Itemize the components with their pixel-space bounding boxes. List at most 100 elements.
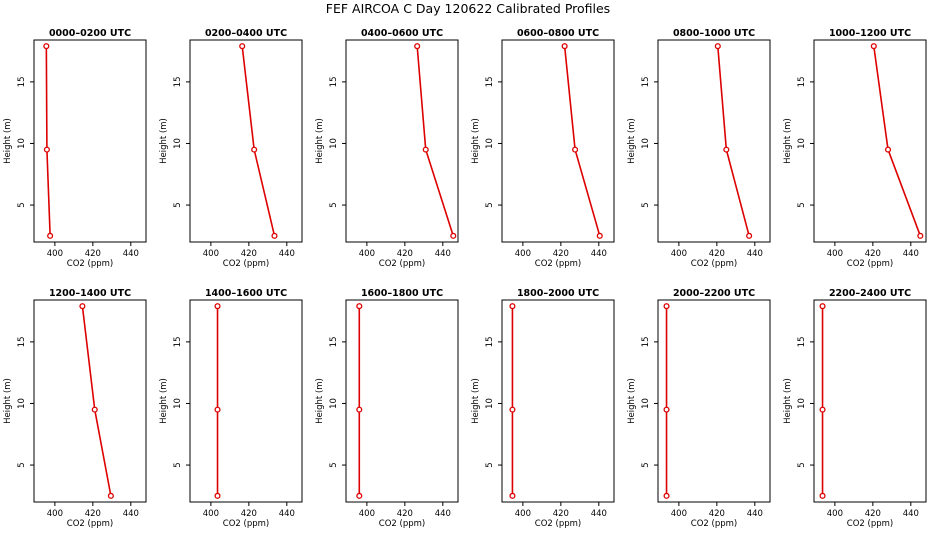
y-tick-label: 10 xyxy=(329,138,339,149)
y-tick-label: 10 xyxy=(485,138,495,149)
plot-frame xyxy=(813,39,927,243)
y-tick-label: 5 xyxy=(641,462,651,467)
x-axis-label: CO2 (ppm) xyxy=(67,519,113,529)
x-tick-label: 400 xyxy=(47,249,63,259)
y-tick-label: 15 xyxy=(17,76,27,87)
x-tick-label: 440 xyxy=(591,509,607,519)
x-tick-label: 440 xyxy=(747,249,763,259)
y-tick-label: 15 xyxy=(329,336,339,347)
x-tick-label: 440 xyxy=(279,509,295,519)
panel-title: 1800–2000 UTC xyxy=(517,288,599,299)
y-tick-label: 15 xyxy=(797,76,807,87)
plot-frame xyxy=(33,299,147,503)
profile-panel: 0400–0600 UTC 400 420 440 5 10 15 CO2 (ppm) Heig… xyxy=(315,28,459,269)
data-point xyxy=(414,43,421,50)
data-point xyxy=(422,146,429,153)
profile-panel: 0200–0400 UTC 400 420 440 5 10 15 CO2 (ppm) Heig… xyxy=(159,28,303,269)
data-point xyxy=(356,406,363,413)
profile-line xyxy=(716,46,750,237)
y-tick-label: 5 xyxy=(329,202,339,207)
y-axis-label: Height (m) xyxy=(471,118,481,164)
panel-title: 0200–0400 UTC xyxy=(205,28,287,39)
x-tick-label: 420 xyxy=(397,509,413,519)
plot-frame xyxy=(33,39,147,243)
x-tick-label: 440 xyxy=(435,509,451,519)
panel-title: 2000–2200 UTC xyxy=(673,288,755,299)
profile-line xyxy=(81,306,112,496)
data-point xyxy=(43,146,50,153)
data-point xyxy=(714,43,721,50)
profile-panel: 1800–2000 UTC 400 420 440 5 10 15 CO2 (ppm) Heig… xyxy=(471,288,615,529)
profile-panel: 1200–1400 UTC 400 420 440 5 10 15 CO2 (ppm) Heig… xyxy=(3,288,147,529)
y-tick-label: 15 xyxy=(641,336,651,347)
data-point xyxy=(819,406,826,413)
x-tick-label: 440 xyxy=(123,509,139,519)
profile-panel: 0000–0200 UTC 400 420 440 5 10 15 CO2 (ppm) Heig… xyxy=(3,28,147,269)
x-tick-label: 440 xyxy=(435,249,451,259)
data-point xyxy=(43,43,50,50)
data-point xyxy=(47,232,54,239)
panel-title: 1200–1400 UTC xyxy=(49,288,131,299)
y-axis-label: Height (m) xyxy=(315,118,325,164)
plot-frame xyxy=(189,39,303,243)
y-tick-label: 10 xyxy=(329,398,339,409)
y-tick-label: 15 xyxy=(17,336,27,347)
x-tick-label: 400 xyxy=(359,249,375,259)
x-tick-label: 400 xyxy=(359,509,375,519)
data-point xyxy=(91,406,98,413)
y-tick-label: 15 xyxy=(797,336,807,347)
y-tick-label: 10 xyxy=(17,398,27,409)
plot-frame xyxy=(657,299,771,503)
y-axis-label: Height (m) xyxy=(627,378,637,424)
profile-panel: 1000–1200 UTC 400 420 440 5 10 15 CO2 (ppm) Heig… xyxy=(783,28,927,269)
panel-grid: 0000–0200 UTC 400 420 440 5 10 15 CO2 (ppm) Heig… xyxy=(3,28,927,529)
y-axis-label: Height (m) xyxy=(315,378,325,424)
y-tick-label: 10 xyxy=(173,138,183,149)
data-point xyxy=(356,303,363,310)
plot-frame xyxy=(189,299,303,503)
plot-frame xyxy=(345,299,459,503)
x-tick-label: 420 xyxy=(553,509,569,519)
y-tick-label: 5 xyxy=(17,202,27,207)
y-tick-label: 5 xyxy=(173,462,183,467)
y-tick-label: 15 xyxy=(173,76,183,87)
data-point xyxy=(663,492,670,499)
x-tick-label: 400 xyxy=(827,249,843,259)
y-axis-label: Height (m) xyxy=(783,378,793,424)
data-point xyxy=(214,406,221,413)
x-axis-label: CO2 (ppm) xyxy=(847,259,893,269)
panel-title: 1400–1600 UTC xyxy=(205,288,287,299)
y-axis-label: Height (m) xyxy=(471,378,481,424)
plot-frame xyxy=(657,39,771,243)
profile-line xyxy=(416,46,455,237)
data-point xyxy=(239,43,246,50)
data-point xyxy=(509,303,516,310)
y-tick-label: 15 xyxy=(641,76,651,87)
x-axis-label: CO2 (ppm) xyxy=(535,519,581,529)
y-tick-label: 5 xyxy=(173,202,183,207)
x-tick-label: 440 xyxy=(279,249,295,259)
y-tick-label: 15 xyxy=(485,336,495,347)
panel-title: 1600–1800 UTC xyxy=(361,288,443,299)
profile-panel: 2000–2200 UTC 400 420 440 5 10 15 CO2 (ppm) Heig… xyxy=(627,288,771,529)
data-point xyxy=(107,492,114,499)
profile-line xyxy=(45,46,51,236)
x-tick-label: 440 xyxy=(903,509,919,519)
y-tick-label: 5 xyxy=(797,202,807,207)
x-axis-label: CO2 (ppm) xyxy=(535,259,581,269)
data-point xyxy=(819,303,826,310)
y-tick-label: 10 xyxy=(641,138,651,149)
x-axis-label: CO2 (ppm) xyxy=(223,519,269,529)
x-axis-label: CO2 (ppm) xyxy=(847,519,893,529)
x-axis-label: CO2 (ppm) xyxy=(223,259,269,269)
x-axis-label: CO2 (ppm) xyxy=(379,519,425,529)
x-tick-label: 420 xyxy=(865,249,881,259)
y-tick-label: 15 xyxy=(173,336,183,347)
y-axis-label: Height (m) xyxy=(159,118,169,164)
x-tick-label: 420 xyxy=(85,509,101,519)
y-tick-label: 5 xyxy=(641,202,651,207)
x-tick-label: 420 xyxy=(553,249,569,259)
x-tick-label: 400 xyxy=(515,249,531,259)
data-point xyxy=(572,146,579,153)
data-point xyxy=(214,303,221,310)
